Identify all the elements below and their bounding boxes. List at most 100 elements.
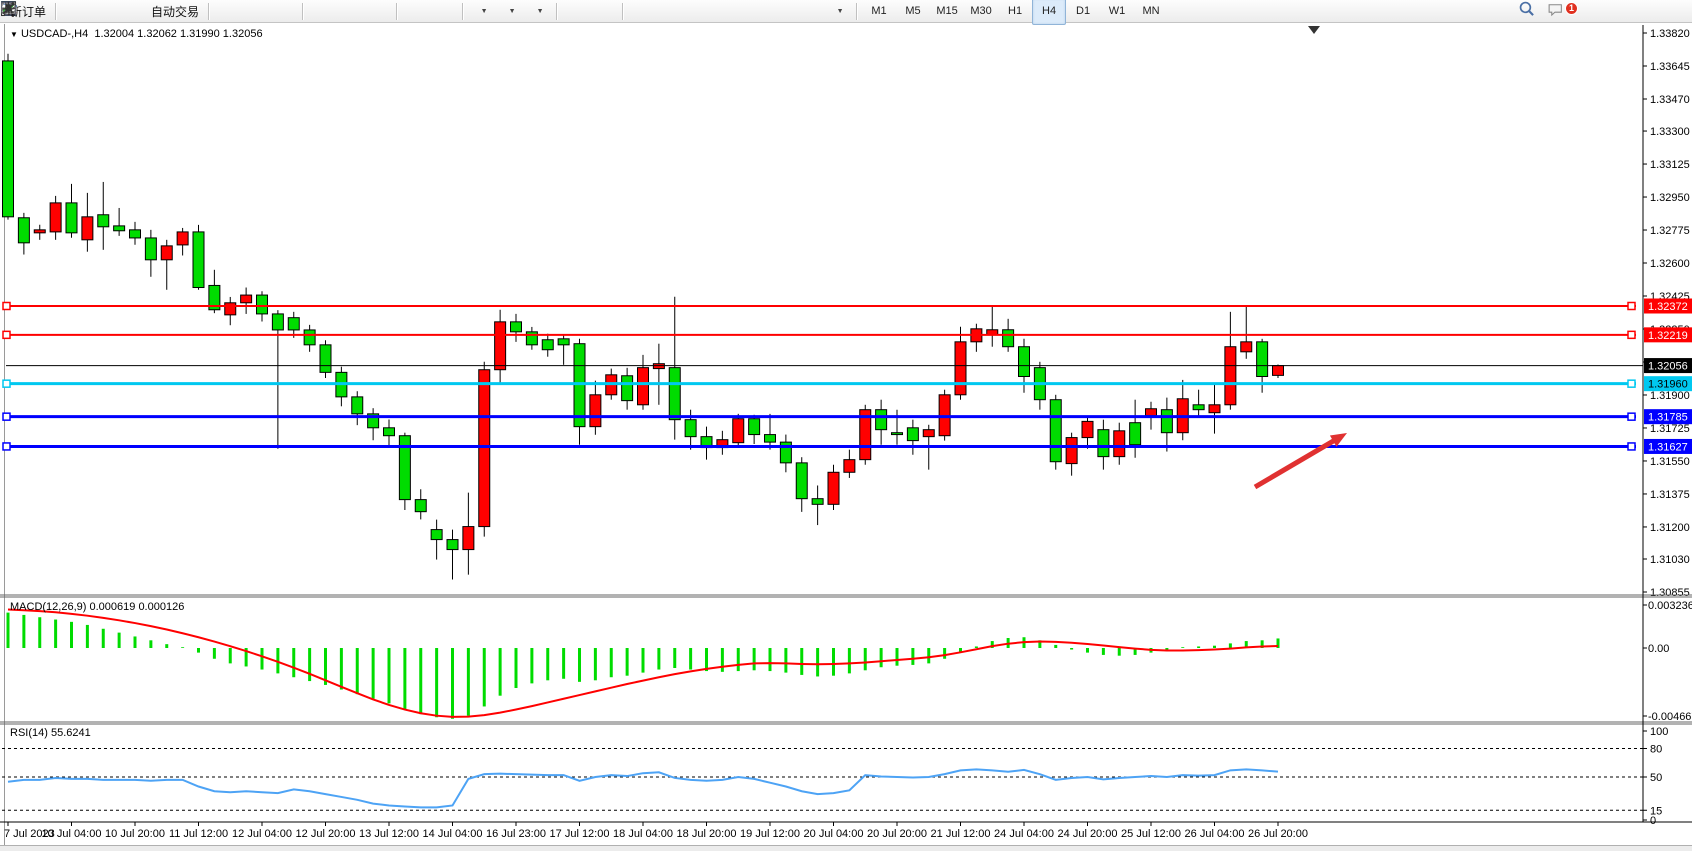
vertical-line-button[interactable]: [7, 0, 656, 23]
trendline-button[interactable]: [1, 0, 712, 23]
time-axis-label[interactable]: 10 Jul 04:00: [42, 828, 102, 840]
zoom-in-button[interactable]: [1, 0, 336, 23]
candlestick: [1018, 346, 1030, 378]
line-handle[interactable]: [2, 442, 11, 451]
timeframe-m30-button[interactable]: M30: [970, 5, 992, 17]
candlestick: [97, 214, 110, 228]
trend-arrow-shaft[interactable]: [1253, 436, 1338, 490]
time-axis-label[interactable]: 20 Jul 20:00: [867, 828, 927, 840]
line-handle[interactable]: [1627, 301, 1636, 311]
time-axis-label[interactable]: 19 Jul 12:00: [740, 828, 800, 840]
auto-scroll-button[interactable]: [2, 0, 430, 23]
line-handle[interactable]: [1627, 379, 1636, 388]
time-axis-label[interactable]: 26 Jul 04:00: [1185, 828, 1245, 840]
line-chart-button[interactable]: [0, 0, 298, 23]
price-label-1.31960: 1.31960: [1648, 379, 1688, 391]
toolbar-separator: [302, 2, 305, 20]
signals-button[interactable]: [2, 0, 145, 23]
line-handle[interactable]: [2, 301, 11, 311]
chart-title[interactable]: ▼ USDCAD-,H4 1.32004 1.32062 1.31990 1.3…: [10, 28, 263, 40]
time-axis-label[interactable]: 7 Jul 2023: [4, 828, 55, 840]
candlestick: [589, 394, 602, 428]
line-handle[interactable]: [2, 412, 11, 421]
candlestick: [637, 367, 649, 406]
time-axis-label[interactable]: 26 Jul 20:00: [1248, 828, 1308, 840]
candlestick: [906, 427, 919, 442]
time-axis-label[interactable]: 20 Jul 04:00: [804, 828, 864, 840]
tile-windows-button[interactable]: [1, 0, 392, 23]
time-axis-label[interactable]: 21 Jul 12:00: [931, 828, 991, 840]
notifications-button[interactable]: 1: [1546, 0, 1578, 23]
candlestick: [367, 413, 380, 429]
candlestick: [351, 396, 364, 415]
price-label-box: [1644, 358, 1692, 374]
line-handle[interactable]: [2, 330, 11, 340]
line-handle[interactable]: [1627, 442, 1636, 451]
zoom-out-button[interactable]: [1, 0, 364, 23]
trade-tool-button[interactable]: [2, 0, 89, 23]
dropdown-arrow-icon[interactable]: ▼: [480, 7, 488, 15]
time-axis-label[interactable]: 12 Jul 20:00: [296, 828, 356, 840]
auto-trading-button[interactable]: 自动交易: [0, 0, 204, 23]
timeframe-m1-button[interactable]: M1: [871, 5, 887, 17]
timeframe-m5-button[interactable]: M5: [905, 5, 921, 17]
market-watch-button[interactable]: [1, 0, 117, 23]
candlestick: [843, 459, 856, 473]
timeframe-m15-button[interactable]: M15: [936, 5, 958, 17]
price-label-box: [1644, 298, 1692, 314]
time-axis-label[interactable]: 25 Jul 12:00: [1121, 828, 1181, 840]
time-axis-label[interactable]: 16 Jul 23:00: [486, 828, 546, 840]
chart-menu-arrow-icon[interactable]: ▼: [10, 30, 18, 39]
periods-button[interactable]: ▼: [1, 0, 524, 23]
price-axis-label: 1.31550: [1650, 456, 1690, 468]
time-axis-label[interactable]: 11 Jul 12:00: [169, 828, 228, 840]
timeframe-h1-button[interactable]: H1: [1008, 5, 1023, 17]
toolbar-separator: [462, 2, 465, 20]
timeframe-mn-button[interactable]: MN: [1142, 5, 1160, 17]
time-axis-label[interactable]: 13 Jul 12:00: [359, 828, 419, 840]
candlestick: [764, 434, 776, 443]
arrows-button[interactable]: ▼: [2, 0, 852, 23]
price-axis-label: 1.32775: [1650, 225, 1690, 237]
rsi-indicator-label: RSI(14) 55.6241: [10, 727, 91, 739]
price-axis-label: 1.31030: [1650, 554, 1690, 566]
timeframe-w1-button[interactable]: W1: [1108, 5, 1126, 17]
price-label-1.32056: 1.32056: [1648, 361, 1688, 373]
time-axis-label[interactable]: 24 Jul 20:00: [1058, 828, 1118, 840]
text-label-button[interactable]: T: [1, 0, 824, 23]
channel-button[interactable]: E: [1, 0, 740, 23]
candlestick: [1065, 437, 1078, 465]
fibonacci-button[interactable]: F: [2, 0, 768, 23]
indicators-button[interactable]: ▼: [2, 0, 496, 23]
dropdown-arrow-icon[interactable]: ▼: [536, 7, 544, 15]
time-axis-label[interactable]: 14 Jul 04:00: [423, 828, 483, 840]
text-button[interactable]: A: [4, 0, 796, 23]
search-button[interactable]: [1518, 0, 1546, 23]
time-axis-label[interactable]: 12 Jul 04:00: [232, 828, 292, 840]
trend-arrow-head[interactable]: [1329, 433, 1347, 447]
chart-shift-marker[interactable]: [1308, 26, 1320, 34]
candlestick: [1240, 341, 1253, 353]
time-axis-label[interactable]: 18 Jul 04:00: [613, 828, 673, 840]
dropdown-arrow-icon[interactable]: ▼: [836, 7, 844, 15]
line-handle[interactable]: [2, 379, 11, 388]
toolbar-separator: [622, 2, 625, 20]
cursor-button[interactable]: [5, 0, 590, 23]
timeframe-h4-button[interactable]: H4: [1032, 0, 1067, 25]
line-handle[interactable]: [1627, 412, 1636, 421]
templates-button[interactable]: ▼: [1, 0, 552, 23]
time-axis-label[interactable]: 10 Jul 20:00: [105, 828, 165, 840]
candlestick: [81, 216, 94, 241]
time-axis-label[interactable]: 17 Jul 12:00: [550, 828, 610, 840]
bar-chart-button[interactable]: [1, 0, 242, 23]
time-axis-label[interactable]: 24 Jul 04:00: [994, 828, 1054, 840]
crosshair-button[interactable]: [1, 0, 618, 23]
dropdown-arrow-icon[interactable]: ▼: [508, 7, 516, 15]
rsi-axis-label: 0: [1650, 815, 1656, 827]
candlestick-chart-button[interactable]: [2, 0, 270, 23]
time-axis-label[interactable]: 18 Jul 20:00: [677, 828, 737, 840]
chart-shift-button[interactable]: [2, 0, 458, 23]
horizontal-line-button[interactable]: [2, 0, 684, 23]
line-handle[interactable]: [1627, 330, 1636, 340]
timeframe-d1-button[interactable]: D1: [1076, 5, 1091, 17]
